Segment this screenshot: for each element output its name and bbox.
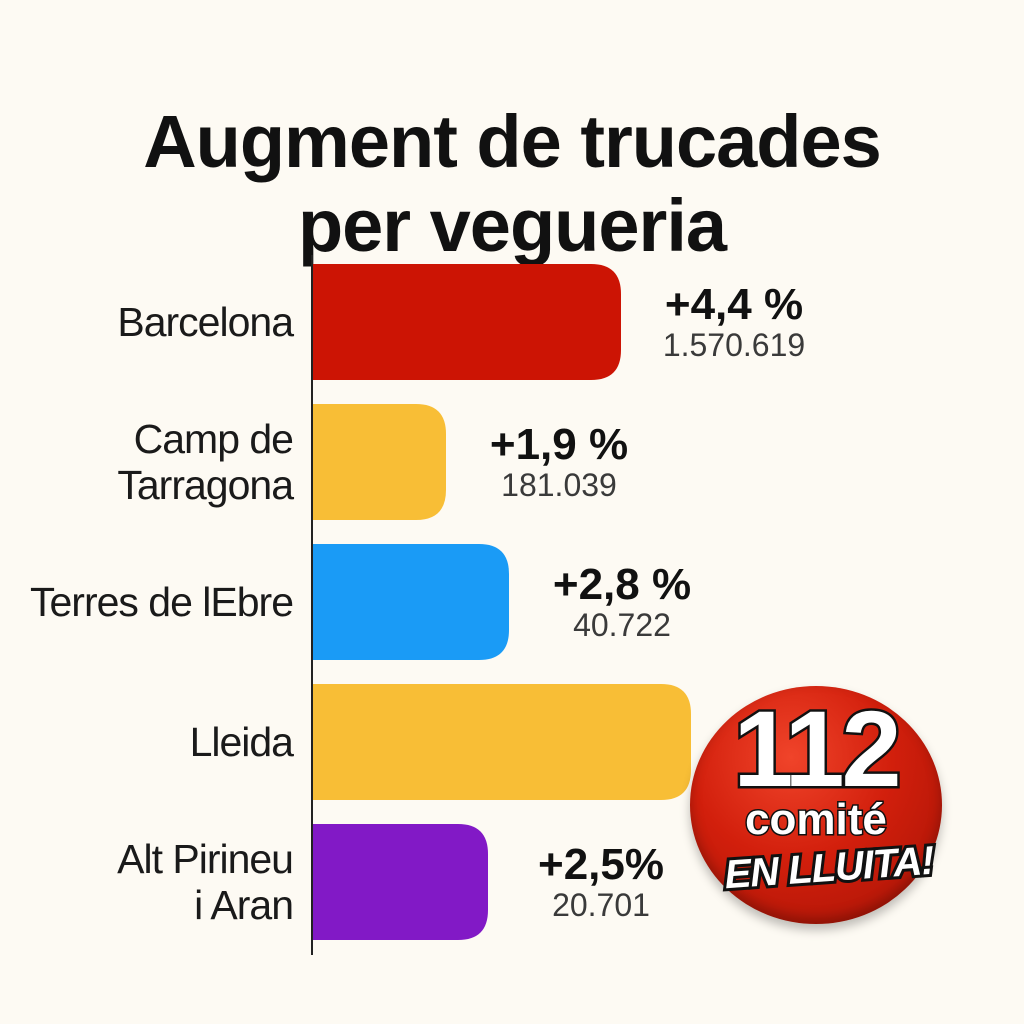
value-label-1: +1,9 % (490, 420, 628, 469)
comite-112-badge: 112 comité EN LLUITA! (690, 686, 962, 924)
count-label-0: 1.570.619 (663, 327, 805, 363)
category-label-3-0: Lleida (190, 719, 295, 765)
bar-4 (313, 824, 488, 940)
category-label-0-0: Barcelona (117, 299, 294, 345)
chart-title-line-2: per vegueria (297, 183, 727, 267)
count-label-2: 40.722 (573, 607, 671, 643)
category-label-1-0: Camp de (134, 416, 293, 462)
category-label-1-1: Tarragona (117, 462, 294, 508)
bar-3 (313, 684, 691, 800)
bar-0 (313, 264, 621, 380)
category-label-4-0: Alt Pirineu (117, 836, 293, 882)
value-label-2: +2,8 % (553, 560, 691, 609)
category-label-2-0: Terres de lEbre (30, 579, 293, 625)
value-label-0: +4,4 % (665, 280, 803, 329)
bar-2 (313, 544, 509, 660)
badge-circle (690, 686, 942, 924)
badge-number: 112 (731, 688, 904, 809)
badge-word: comité (744, 794, 889, 845)
value-label-4: +2,5% (538, 840, 664, 889)
chart-title: Augment de trucades per vegueria (0, 100, 1024, 268)
category-label-4-1: i Aran (194, 882, 293, 928)
bars-group (313, 264, 691, 940)
count-label-4: 20.701 (552, 887, 650, 923)
chart-title-line-1: Augment de trucades (143, 99, 882, 183)
count-label-1: 181.039 (501, 467, 617, 503)
bar-1 (313, 404, 446, 520)
